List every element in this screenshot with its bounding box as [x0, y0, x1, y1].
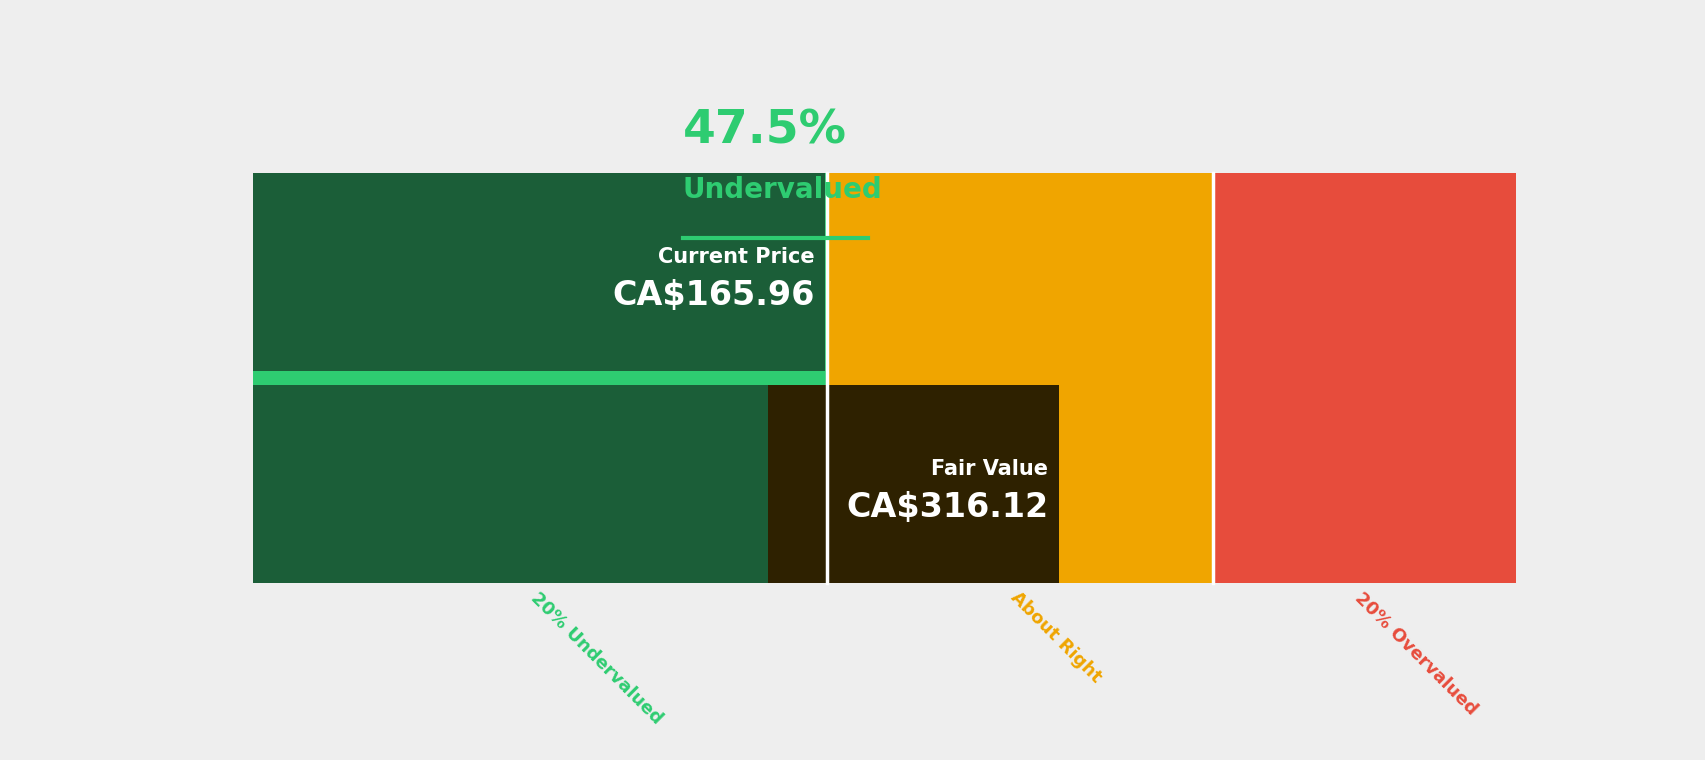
Text: Current Price: Current Price: [658, 247, 813, 268]
Text: About Right: About Right: [1006, 588, 1105, 686]
Bar: [252, 173, 825, 371]
Text: 20% Overvalued: 20% Overvalued: [1350, 588, 1480, 718]
Text: CA$316.12: CA$316.12: [846, 491, 1047, 524]
Text: CA$165.96: CA$165.96: [612, 279, 813, 312]
Text: Fair Value: Fair Value: [931, 459, 1047, 480]
Bar: [827, 173, 1212, 583]
Bar: [767, 385, 1059, 583]
Text: Undervalued: Undervalued: [682, 176, 881, 204]
Text: 47.5%: 47.5%: [682, 109, 846, 154]
Bar: [252, 385, 827, 583]
Bar: [1212, 173, 1514, 583]
Bar: [252, 173, 827, 583]
Text: 20% Undervalued: 20% Undervalued: [527, 588, 665, 727]
